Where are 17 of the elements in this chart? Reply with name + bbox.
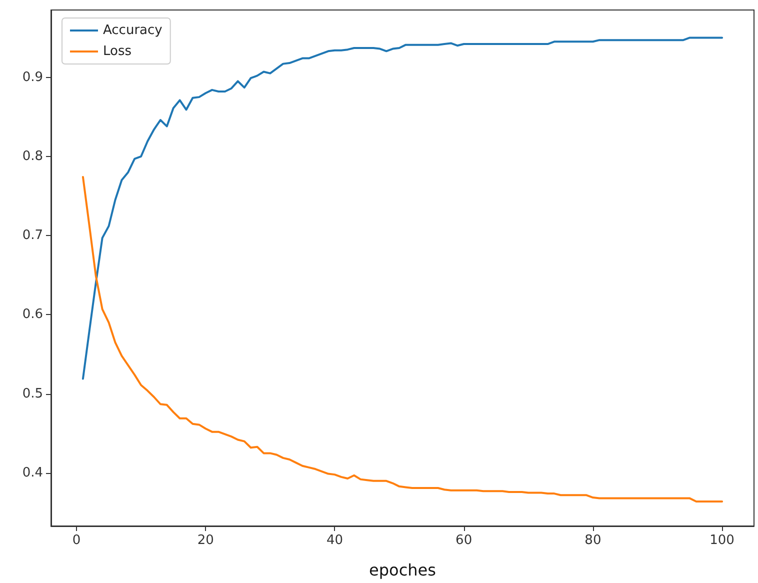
y-tick-label: 0.5 bbox=[22, 386, 43, 402]
x-tick-label: 40 bbox=[326, 533, 343, 548]
x-tick-label: 80 bbox=[584, 533, 602, 548]
legend-label: Accuracy bbox=[103, 23, 163, 38]
x-tick-label: 20 bbox=[197, 533, 214, 548]
legend-label: Loss bbox=[103, 44, 132, 59]
x-tick-label: 0 bbox=[72, 533, 81, 548]
y-tick-label: 0.8 bbox=[22, 148, 43, 164]
x-tick-label: 100 bbox=[710, 533, 734, 548]
y-tick-label: 0.6 bbox=[22, 307, 43, 322]
line-series bbox=[82, 36, 724, 380]
line-series bbox=[82, 176, 724, 502]
y-tick-label: 0.4 bbox=[22, 465, 43, 480]
y-tick-label: 0.7 bbox=[22, 228, 43, 244]
x-axis-title: epoches bbox=[369, 560, 436, 580]
x-tick-label: 60 bbox=[456, 533, 472, 548]
y-tick-label: 0.9 bbox=[22, 70, 43, 85]
